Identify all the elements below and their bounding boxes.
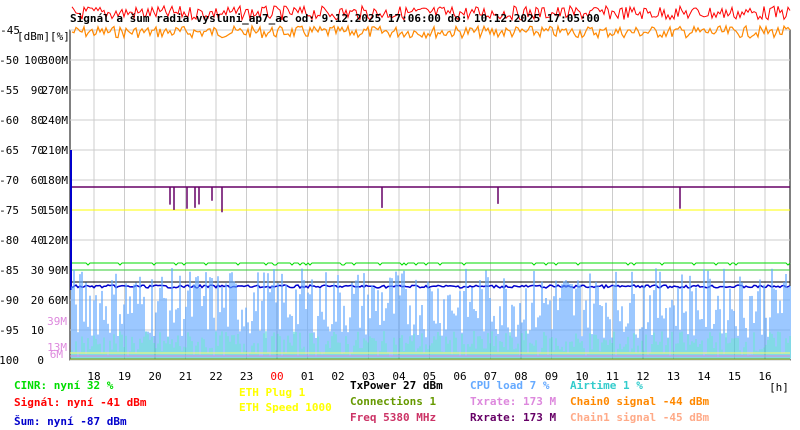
x-tick-hour: 20: [148, 370, 161, 383]
x-tick-hour: 11: [606, 370, 619, 383]
y-tick-pct: 70: [31, 144, 44, 157]
y-unit-dbm: [dBm]: [17, 30, 50, 43]
y-tick-rate: 210M: [42, 144, 69, 157]
x-tick-hour: 22: [209, 370, 222, 383]
y-tick-pct: 10: [31, 324, 44, 337]
legend-freq: Freq 5380 MHz: [350, 411, 437, 424]
y-tick-rate: 300M: [42, 54, 69, 67]
x-unit-hours: [h]: [769, 381, 789, 394]
x-tick-hour: 10: [575, 370, 588, 383]
x-tick-hour: 05: [423, 370, 436, 383]
x-tick-hour: 21: [179, 370, 192, 383]
legend-signal: Signál: nyní -41 dBm: [14, 396, 147, 409]
y-tick-dbm: -60: [0, 114, 19, 127]
y-tick-dbm: -100: [0, 354, 19, 367]
y-tick-dbm: -80: [0, 234, 19, 247]
y-tick-dbm: -85: [0, 264, 19, 277]
legend-chain0: Chain0 signal -44 dBm: [570, 395, 710, 408]
legend-cpu: CPU load 7 %: [470, 379, 550, 392]
x-tick-hour: 13: [667, 370, 680, 383]
y-tick-rate: 60M: [48, 294, 68, 307]
y-tick-dbm: -50: [0, 54, 19, 67]
x-tick-hour: 01: [301, 370, 314, 383]
y-tick-pct: 50: [31, 204, 44, 217]
legend-airtime: Airtime 1 %: [570, 379, 643, 392]
x-tick-hour: 08: [514, 370, 527, 383]
y-tick-rate-small: 6M: [50, 348, 64, 361]
x-tick-hour: 00: [270, 370, 283, 383]
y-tick-rate: 120M: [42, 234, 69, 247]
y-tick-rate-small: 39M: [47, 315, 67, 328]
y-tick-rate: 180M: [42, 174, 69, 187]
y-tick-dbm: -75: [0, 204, 19, 217]
y-tick-rate: 150M: [42, 204, 69, 217]
y-tick-rate-small: 13M: [47, 341, 67, 354]
y-tick-pct: 60: [31, 174, 44, 187]
series-cinr-line: [72, 262, 791, 266]
legend-noise: Šum: nyní -87 dBm: [14, 415, 127, 428]
x-tick-hour: 04: [392, 370, 406, 383]
y-tick-pct: 40: [31, 234, 44, 247]
y-tick-pct: 80: [31, 114, 44, 127]
y-tick-pct: 100: [24, 54, 44, 67]
x-tick-hour: 15: [728, 370, 741, 383]
y-tick-dbm: -65: [0, 144, 19, 157]
legend-rxrate: Rxrate: 173 M: [470, 411, 557, 424]
y-tick-dbm: -70: [0, 174, 19, 187]
x-tick-hour: 18: [87, 370, 100, 383]
y-tick-pct: 0: [37, 354, 44, 367]
y-tick-pct: 20: [31, 294, 44, 307]
legend-txpower: TxPower 27 dBm: [350, 379, 443, 392]
y-tick-rate: 270M: [42, 84, 69, 97]
x-tick-hour: 06: [453, 370, 466, 383]
legend-chain1: Chain1 signal -45 dBm: [570, 411, 710, 424]
y-tick-dbm: -90: [0, 294, 19, 307]
series-signal-line: [71, 4, 791, 22]
legend-eth-plug: ETH Plug 1: [239, 386, 306, 399]
legend-cinr: CINR: nyní 32 %: [14, 379, 114, 392]
y-unit-pct: [%]: [50, 30, 70, 43]
y-tick-dbm: -45: [0, 24, 20, 37]
y-tick-dbm: -55: [0, 84, 19, 97]
legend-connections: Connections 1: [350, 395, 437, 408]
x-tick-hour: 12: [636, 370, 649, 383]
y-tick-dbm: -95: [0, 324, 19, 337]
legend-txrate: Txrate: 173 M: [470, 395, 557, 408]
x-tick-hour: 07: [484, 370, 497, 383]
legend-eth-speed: ETH Speed 1000: [239, 401, 332, 414]
y-tick-rate: 90M: [48, 264, 68, 277]
x-tick-hour: 03: [362, 370, 375, 383]
series-chain0-line: [71, 23, 791, 40]
x-tick-hour: 16: [758, 370, 771, 383]
y-tick-pct: 90: [31, 84, 44, 97]
x-tick-hour: 19: [118, 370, 131, 383]
series-noise-line: [71, 283, 791, 290]
x-tick-hour: 23: [240, 370, 253, 383]
y-tick-rate: 240M: [42, 114, 69, 127]
x-tick-hour: 14: [697, 370, 711, 383]
chart-title: Signál a šum radia vysluni_ap7_ac od: 9.…: [70, 12, 600, 25]
x-tick-hour: 02: [331, 370, 344, 383]
y-tick-pct: 30: [31, 264, 44, 277]
x-tick-hour: 09: [545, 370, 558, 383]
